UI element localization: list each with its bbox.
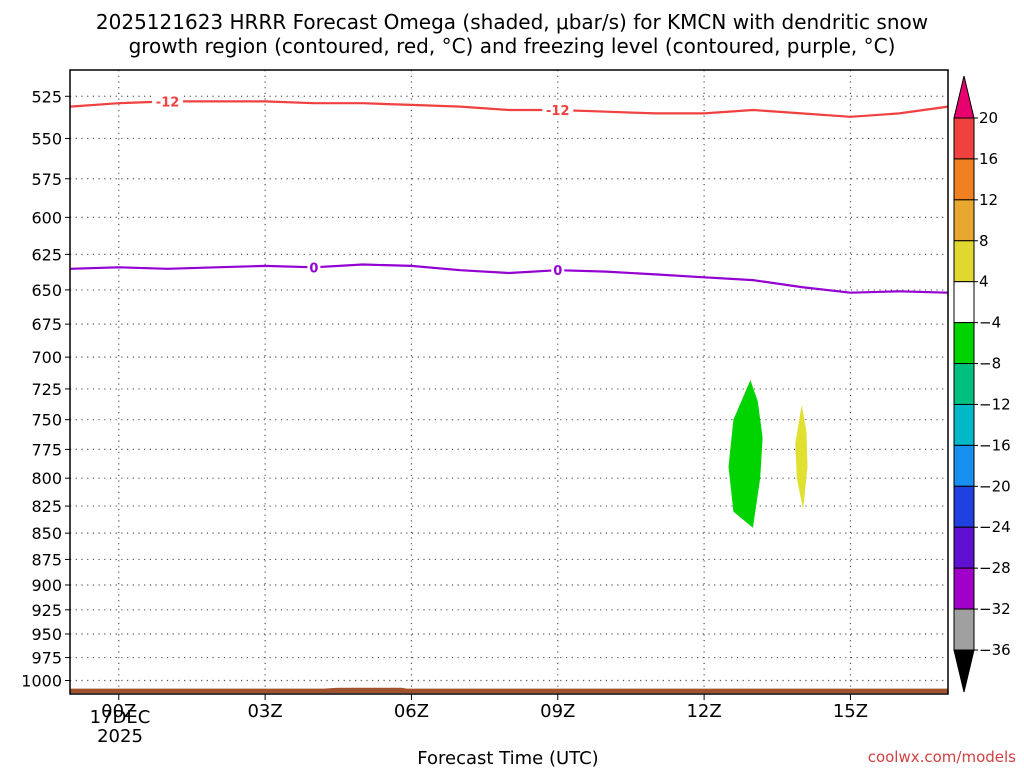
plot-background bbox=[70, 70, 948, 694]
colorbar-label: −36 bbox=[979, 641, 1011, 659]
y-tick-label: 600 bbox=[31, 208, 62, 227]
y-tick-label: 925 bbox=[31, 601, 62, 620]
contour-label-background bbox=[542, 101, 574, 118]
y-tick-label: 875 bbox=[31, 550, 62, 569]
plot-area bbox=[70, 70, 948, 694]
y-tick-label: 750 bbox=[31, 411, 62, 430]
contour-label: 0 bbox=[309, 261, 318, 276]
colorbar-bottom-arrow bbox=[953, 649, 975, 693]
x-axis-ticks: 00Z 03Z 06Z 09Z 12Z 15Z bbox=[101, 694, 868, 722]
colorbar-label: 4 bbox=[979, 273, 989, 291]
contour-label: 0 bbox=[553, 264, 562, 279]
y-tick-label: 850 bbox=[31, 524, 62, 543]
colorbar-segment bbox=[953, 444, 975, 487]
chart-title-line-2: growth region (contoured, red, °C) and f… bbox=[129, 34, 896, 58]
y-tick-label: 900 bbox=[31, 576, 62, 595]
y-tick-label: 650 bbox=[31, 281, 62, 300]
omega-shaded-regions bbox=[70, 380, 948, 694]
colorbar-segment bbox=[953, 281, 975, 324]
contour-label-background bbox=[551, 262, 565, 279]
colorbar-segment bbox=[953, 526, 975, 569]
dendritic-contour-line bbox=[69, 100, 949, 118]
colorbar-segment bbox=[953, 158, 975, 201]
y-tick-label: 800 bbox=[31, 469, 62, 488]
x-tick-label: 09Z bbox=[540, 701, 575, 722]
colorbar-label: −24 bbox=[979, 518, 1011, 536]
y-tick-label: 525 bbox=[31, 87, 62, 106]
colorbar-segment bbox=[953, 403, 975, 446]
colorbar-label: −8 bbox=[979, 355, 1001, 373]
colorbar-segment bbox=[953, 485, 975, 528]
colorbar-segment bbox=[953, 322, 975, 365]
colorbar-label: 8 bbox=[979, 232, 989, 250]
chart-title-line-1: 2025121623 HRRR Forecast Omega (shaded, … bbox=[96, 10, 928, 34]
plot-frame bbox=[69, 69, 949, 695]
x-tick-label: 03Z bbox=[247, 701, 282, 722]
contour-label-background bbox=[307, 259, 321, 276]
x-tick-label: 06Z bbox=[394, 701, 429, 722]
y-axis-ticks: 525 550 575 600 625 650 675 700 725 750 775 800 825 8… bbox=[21, 87, 70, 691]
contour-label: -12 bbox=[156, 95, 180, 110]
x-tick-label: 12Z bbox=[686, 701, 721, 722]
colorbar-label: −28 bbox=[979, 559, 1011, 577]
colorbar-top-arrow bbox=[953, 75, 975, 119]
colorbar-label: −16 bbox=[979, 436, 1011, 454]
x-tick-label: 00Z bbox=[101, 701, 136, 722]
x-date-year-label: 2025 bbox=[97, 726, 143, 747]
colorbar-segment bbox=[953, 199, 975, 242]
y-tick-label: 1000 bbox=[21, 672, 62, 691]
colorbar-segment bbox=[953, 117, 975, 160]
contour-lines: -12 -12 0 0 bbox=[69, 93, 949, 294]
y-tick-label: 575 bbox=[31, 170, 62, 189]
colorbar-label: −20 bbox=[979, 477, 1011, 495]
colorbar-label: −32 bbox=[979, 600, 1011, 618]
colorbar-segment bbox=[953, 567, 975, 610]
y-tick-label: 700 bbox=[31, 348, 62, 367]
colorbar-segment bbox=[953, 608, 975, 651]
colorbar: 20 16 12 8 4 −4 −8 −12 −16 −20 −24 −28 −32 −36 bbox=[953, 75, 1011, 693]
omega-region-green bbox=[728, 380, 763, 528]
x-date-day-label: 17DEC bbox=[90, 707, 151, 728]
y-tick-label: 725 bbox=[31, 380, 62, 399]
colorbar-label: −12 bbox=[979, 395, 1011, 413]
y-tick-label: 975 bbox=[31, 649, 62, 668]
credit-label: coolwx.com/models bbox=[868, 748, 1016, 766]
y-tick-label: 625 bbox=[31, 245, 62, 264]
y-tick-label: 675 bbox=[31, 315, 62, 334]
colorbar-label: −4 bbox=[979, 314, 1001, 332]
y-tick-label: 550 bbox=[31, 129, 62, 148]
terrain-surface bbox=[70, 687, 948, 694]
contour-label: -12 bbox=[546, 104, 570, 119]
colorbar-label: 16 bbox=[979, 150, 998, 168]
x-tick-label: 15Z bbox=[833, 701, 868, 722]
colorbar-label: 12 bbox=[979, 191, 998, 209]
x-axis-label: Forecast Time (UTC) bbox=[417, 748, 598, 768]
freezing-level-contour-line bbox=[69, 263, 949, 294]
y-tick-label: 825 bbox=[31, 497, 62, 516]
gridlines bbox=[70, 70, 948, 694]
y-tick-label: 950 bbox=[31, 625, 62, 644]
omega-region-yellow bbox=[795, 405, 808, 510]
contour-label-background bbox=[152, 93, 184, 110]
colorbar-segment bbox=[953, 363, 975, 405]
colorbar-segment bbox=[953, 240, 975, 283]
y-tick-label: 775 bbox=[31, 440, 62, 459]
colorbar-label: 20 bbox=[979, 109, 998, 127]
